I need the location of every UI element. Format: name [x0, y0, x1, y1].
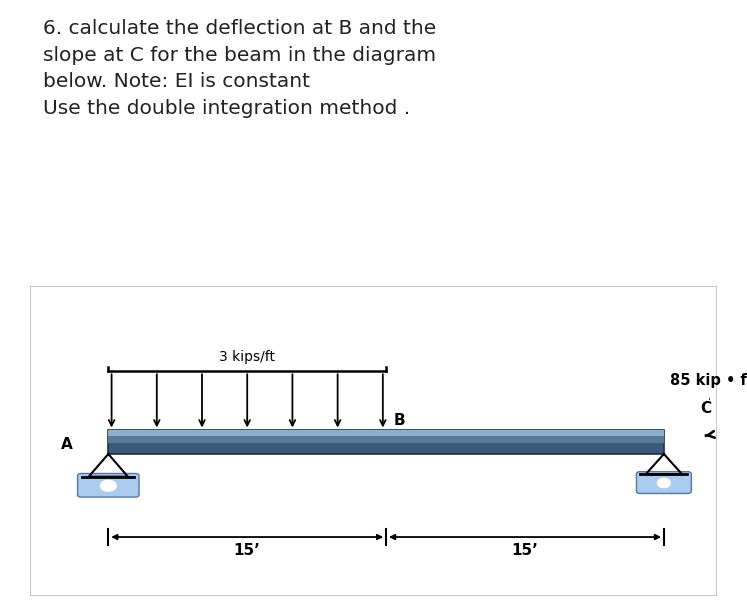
Text: B: B: [394, 413, 406, 428]
Text: 85 kip • ft: 85 kip • ft: [671, 373, 747, 388]
Bar: [108, 430, 664, 436]
Text: 15’: 15’: [234, 543, 261, 558]
Bar: [108, 430, 664, 454]
FancyBboxPatch shape: [78, 474, 139, 497]
Text: 3 kips/ft: 3 kips/ft: [219, 350, 275, 364]
Text: C: C: [700, 401, 711, 416]
FancyBboxPatch shape: [30, 286, 717, 596]
Text: 15’: 15’: [512, 543, 539, 558]
Text: A: A: [61, 436, 73, 452]
Bar: [108, 436, 664, 443]
Circle shape: [657, 479, 671, 488]
Circle shape: [100, 480, 117, 491]
FancyBboxPatch shape: [636, 472, 691, 494]
Text: 6. calculate the deflection at B and the
slope at C for the beam in the diagram
: 6. calculate the deflection at B and the…: [43, 19, 436, 118]
